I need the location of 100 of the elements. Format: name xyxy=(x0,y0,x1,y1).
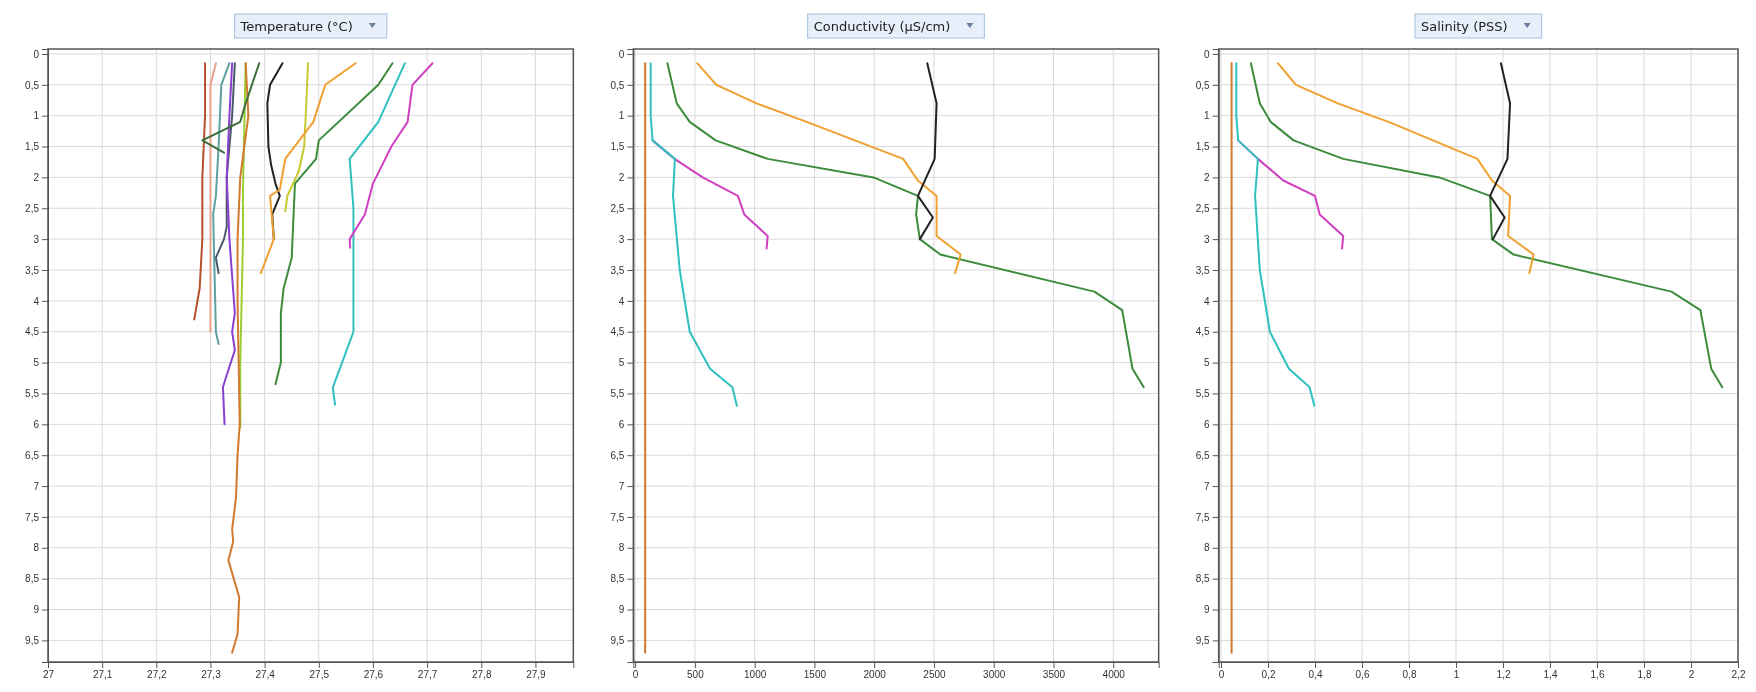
x-tick-label: 3500 xyxy=(1042,669,1066,681)
y-tick-label: 8 xyxy=(1204,542,1211,554)
x-tick-label: 27,4 xyxy=(255,669,276,681)
y-tick-label: 8,5 xyxy=(1195,573,1211,585)
y-tick-label: 8 xyxy=(618,542,625,554)
y-tick-label: 0,5 xyxy=(25,79,40,91)
line-series xyxy=(1235,62,1316,407)
x-tick-label: 27,1 xyxy=(92,669,113,681)
y-tick-label: 7 xyxy=(1204,480,1211,492)
x-tick-label: 1000 xyxy=(744,669,767,681)
x-tick-label: 1,6 xyxy=(1590,669,1605,681)
y-tick-label: 4 xyxy=(33,295,40,307)
line-series xyxy=(1249,62,1724,389)
y-tick-label: 1 xyxy=(618,110,625,122)
y-tick-label: 9 xyxy=(618,604,625,616)
x-tick-label: 1 xyxy=(1453,669,1460,681)
y-tick-label: 1,5 xyxy=(610,141,625,153)
x-tick-label: 0,8 xyxy=(1402,669,1417,681)
line-series xyxy=(227,62,250,654)
y-tick-label: 5 xyxy=(33,357,40,369)
line-series xyxy=(193,62,207,321)
x-tick-label: 2000 xyxy=(863,669,887,681)
line-series xyxy=(348,62,434,249)
line-series xyxy=(666,62,1145,389)
x-tick-label: 2500 xyxy=(923,669,947,681)
y-tick-label: 1,5 xyxy=(1195,141,1211,153)
chart-title: Conductivity (µS/cm) xyxy=(813,19,951,34)
y-tick-label: 6,5 xyxy=(1195,449,1211,461)
y-tick-label: 3 xyxy=(33,233,40,245)
y-tick-label: 9,5 xyxy=(1195,635,1211,647)
x-tick-label: 1,8 xyxy=(1637,669,1652,681)
line-series xyxy=(209,62,217,333)
line-series xyxy=(1489,62,1512,241)
x-tick-label: 2 xyxy=(1688,669,1695,681)
x-tick-label: 0 xyxy=(1218,669,1225,681)
x-tick-label: 1500 xyxy=(803,669,827,681)
line-series xyxy=(259,62,357,275)
line-series xyxy=(696,62,962,275)
y-tick-label: 8,5 xyxy=(25,573,40,585)
line-series xyxy=(201,62,261,154)
y-tick-label: 4 xyxy=(1204,295,1211,307)
y-tick-label: 6 xyxy=(618,419,625,431)
line-series xyxy=(214,62,236,275)
y-tick-label: 2,5 xyxy=(1195,202,1211,214)
y-tick-label: 2 xyxy=(1204,172,1211,184)
y-tick-label: 3 xyxy=(1204,233,1211,245)
y-tick-label: 2,5 xyxy=(25,202,40,214)
y-tick-label: 3,5 xyxy=(25,264,40,276)
y-tick-label: 5 xyxy=(618,357,625,369)
y-tick-label: 1,5 xyxy=(25,141,40,153)
y-tick-label: 9,5 xyxy=(25,635,40,647)
x-tick-label: 27,7 xyxy=(417,669,438,681)
y-tick-label: 4,5 xyxy=(610,326,625,338)
y-tick-label: 6,5 xyxy=(610,449,625,461)
line-series xyxy=(331,62,406,406)
line-series xyxy=(212,62,231,346)
y-tick-label: 4 xyxy=(618,295,625,307)
y-tick-label: 1 xyxy=(1204,110,1211,122)
x-tick-label: 27,9 xyxy=(526,669,547,681)
x-tick-label: 3000 xyxy=(983,669,1006,681)
x-tick-label: 27,6 xyxy=(363,669,384,681)
x-tick-label: 0 xyxy=(632,669,639,681)
y-tick-label: 0,5 xyxy=(610,79,625,91)
chart-title: Salinity (PSS) xyxy=(1420,19,1508,34)
x-tick-label: 27,5 xyxy=(309,669,330,681)
y-tick-label: 0 xyxy=(1204,48,1211,60)
x-tick-label: 0,4 xyxy=(1308,669,1323,681)
y-tick-label: 7 xyxy=(33,480,40,492)
y-tick-label: 2 xyxy=(618,172,625,184)
y-tick-label: 2 xyxy=(33,172,40,184)
y-tick-label: 2,5 xyxy=(610,202,625,214)
line-series xyxy=(221,62,236,426)
y-tick-label: 4,5 xyxy=(1195,326,1211,338)
y-tick-label: 3,5 xyxy=(610,264,625,276)
x-tick-label: 1,2 xyxy=(1496,669,1511,681)
x-tick-label: 4000 xyxy=(1102,669,1126,681)
y-tick-label: 9 xyxy=(33,604,40,616)
x-tick-label: 0,6 xyxy=(1355,669,1370,681)
line-series xyxy=(649,62,738,407)
y-tick-label: 5,5 xyxy=(1195,388,1211,400)
y-tick-label: 3,5 xyxy=(1195,264,1211,276)
y-tick-label: 0 xyxy=(33,48,40,60)
chart-title: Temperature (°C) xyxy=(239,19,353,34)
x-tick-label: 27,8 xyxy=(472,669,492,681)
y-tick-label: 5 xyxy=(1204,357,1211,369)
x-tick-label: 0,2 xyxy=(1261,669,1276,681)
line-series xyxy=(274,62,394,386)
y-tick-label: 7,5 xyxy=(1195,511,1211,523)
y-tick-label: 6 xyxy=(33,419,40,431)
x-tick-label: 27,3 xyxy=(201,669,222,681)
x-tick-label: 27,2 xyxy=(147,669,167,681)
y-tick-label: 0,5 xyxy=(1195,79,1211,91)
line-series xyxy=(916,62,938,241)
y-tick-label: 6 xyxy=(1204,419,1211,431)
y-tick-label: 8,5 xyxy=(610,573,625,585)
y-tick-label: 7 xyxy=(618,480,625,492)
x-tick-label: 500 xyxy=(687,669,705,681)
y-tick-label: 7,5 xyxy=(25,511,40,523)
y-tick-label: 1 xyxy=(33,110,40,122)
y-tick-label: 5,5 xyxy=(25,388,40,400)
